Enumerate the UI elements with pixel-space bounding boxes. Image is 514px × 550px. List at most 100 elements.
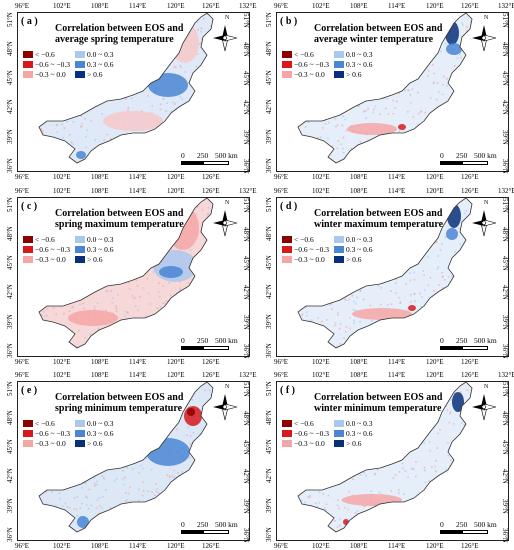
- raster-cell: [97, 327, 100, 330]
- raster-cell: [178, 120, 180, 123]
- raster-cell: [207, 249, 209, 251]
- legend-swatch: [334, 439, 344, 447]
- raster-cell: [62, 137, 65, 139]
- raster-cell: [390, 290, 392, 292]
- raster-cell: [185, 204, 188, 207]
- raster-cell: [349, 327, 351, 330]
- raster-cell: [151, 491, 153, 493]
- raster-cell: [389, 527, 391, 529]
- raster-cell: [191, 80, 193, 82]
- raster-cell: [412, 235, 415, 238]
- raster-cell: [83, 482, 86, 484]
- longitude-tick-label: 120°E: [167, 187, 185, 195]
- raster-cell: [461, 494, 463, 496]
- raster-cell: [58, 85, 60, 88]
- latitude-tick-label: 42°N: [265, 99, 273, 114]
- raster-cell: [352, 308, 355, 311]
- raster-cell: [98, 497, 101, 499]
- raster-cell: [162, 302, 165, 304]
- raster-cell: [425, 45, 427, 47]
- raster-cell: [167, 426, 169, 428]
- raster-cell: [161, 17, 163, 19]
- raster-cell: [389, 260, 392, 262]
- raster-cell: [123, 276, 126, 278]
- raster-cell: [66, 458, 69, 460]
- raster-cell: [94, 485, 96, 487]
- raster-cell: [361, 99, 364, 102]
- raster-cell: [397, 428, 399, 431]
- raster-cell: [325, 503, 328, 506]
- raster-cell: [325, 482, 328, 484]
- raster-cell: [448, 421, 451, 424]
- legend-item: −0.3 ~ 0.0: [282, 254, 325, 264]
- raster-cell: [413, 254, 415, 256]
- raster-cell: [141, 262, 144, 264]
- raster-cell: [419, 134, 422, 137]
- raster-cell: [115, 305, 117, 308]
- raster-cell: [455, 116, 457, 118]
- raster-cell: [122, 478, 125, 480]
- longitude-tick-label: 96°E: [15, 371, 30, 379]
- raster-cell: [40, 128, 43, 130]
- raster-cell: [208, 256, 210, 258]
- raster-cell: [437, 255, 439, 257]
- raster-cell: [468, 123, 471, 125]
- raster-cell: [203, 18, 205, 20]
- legend-swatch: [23, 50, 33, 58]
- raster-cell: [207, 91, 210, 93]
- raster-cell: [126, 503, 129, 505]
- correlation-zone: [347, 123, 397, 135]
- raster-cell: [337, 311, 339, 314]
- raster-cell: [379, 113, 381, 116]
- raster-cell: [212, 295, 213, 297]
- raster-cell: [336, 504, 339, 507]
- raster-cell: [107, 14, 109, 16]
- raster-cell: [378, 338, 380, 341]
- raster-cell: [462, 24, 464, 26]
- raster-cell: [134, 296, 137, 299]
- raster-cell: [210, 264, 212, 267]
- raster-cell: [125, 57, 127, 60]
- raster-cell: [196, 53, 199, 55]
- raster-cell: [176, 472, 179, 474]
- raster-cell: [315, 141, 317, 144]
- correlation-zone: [146, 438, 190, 466]
- longitude-tick-label: 126°E: [202, 2, 220, 10]
- raster-cell: [398, 270, 401, 273]
- scale-label: 500 km: [474, 520, 497, 529]
- raster-cell: [411, 337, 413, 339]
- raster-cell: [137, 309, 139, 312]
- legend-item: −0.6 ~ −0.3: [282, 428, 329, 438]
- raster-cell: [206, 295, 208, 297]
- raster-cell: [344, 93, 347, 95]
- raster-cell: [306, 224, 309, 227]
- raster-cell: [299, 406, 302, 408]
- raster-cell: [125, 245, 128, 248]
- latitude-tick-label: 51°N: [242, 382, 250, 397]
- raster-cell: [47, 412, 50, 414]
- raster-cell: [356, 522, 358, 524]
- raster-cell: [370, 531, 372, 532]
- raster-cell: [395, 71, 397, 73]
- raster-cell: [187, 282, 190, 284]
- raster-cell: [331, 18, 333, 21]
- raster-cell: [395, 135, 397, 137]
- raster-cell: [466, 309, 469, 312]
- raster-cell: [100, 347, 102, 348]
- legend-swatch: [23, 70, 33, 78]
- raster-cell: [428, 244, 431, 247]
- raster-cell: [64, 502, 67, 505]
- raster-cell: [131, 295, 134, 297]
- raster-cell: [49, 457, 51, 460]
- raster-cell: [404, 235, 407, 238]
- raster-cell: [104, 489, 107, 491]
- raster-cell: [407, 111, 409, 113]
- raster-cell: [308, 496, 311, 499]
- raster-cell: [420, 306, 422, 308]
- scale-bar-segment: [462, 161, 488, 165]
- raster-cell: [212, 53, 213, 55]
- scale-label: 500 km: [474, 336, 497, 345]
- raster-cell: [407, 476, 409, 479]
- raster-cell: [310, 99, 312, 102]
- raster-cell: [150, 319, 152, 322]
